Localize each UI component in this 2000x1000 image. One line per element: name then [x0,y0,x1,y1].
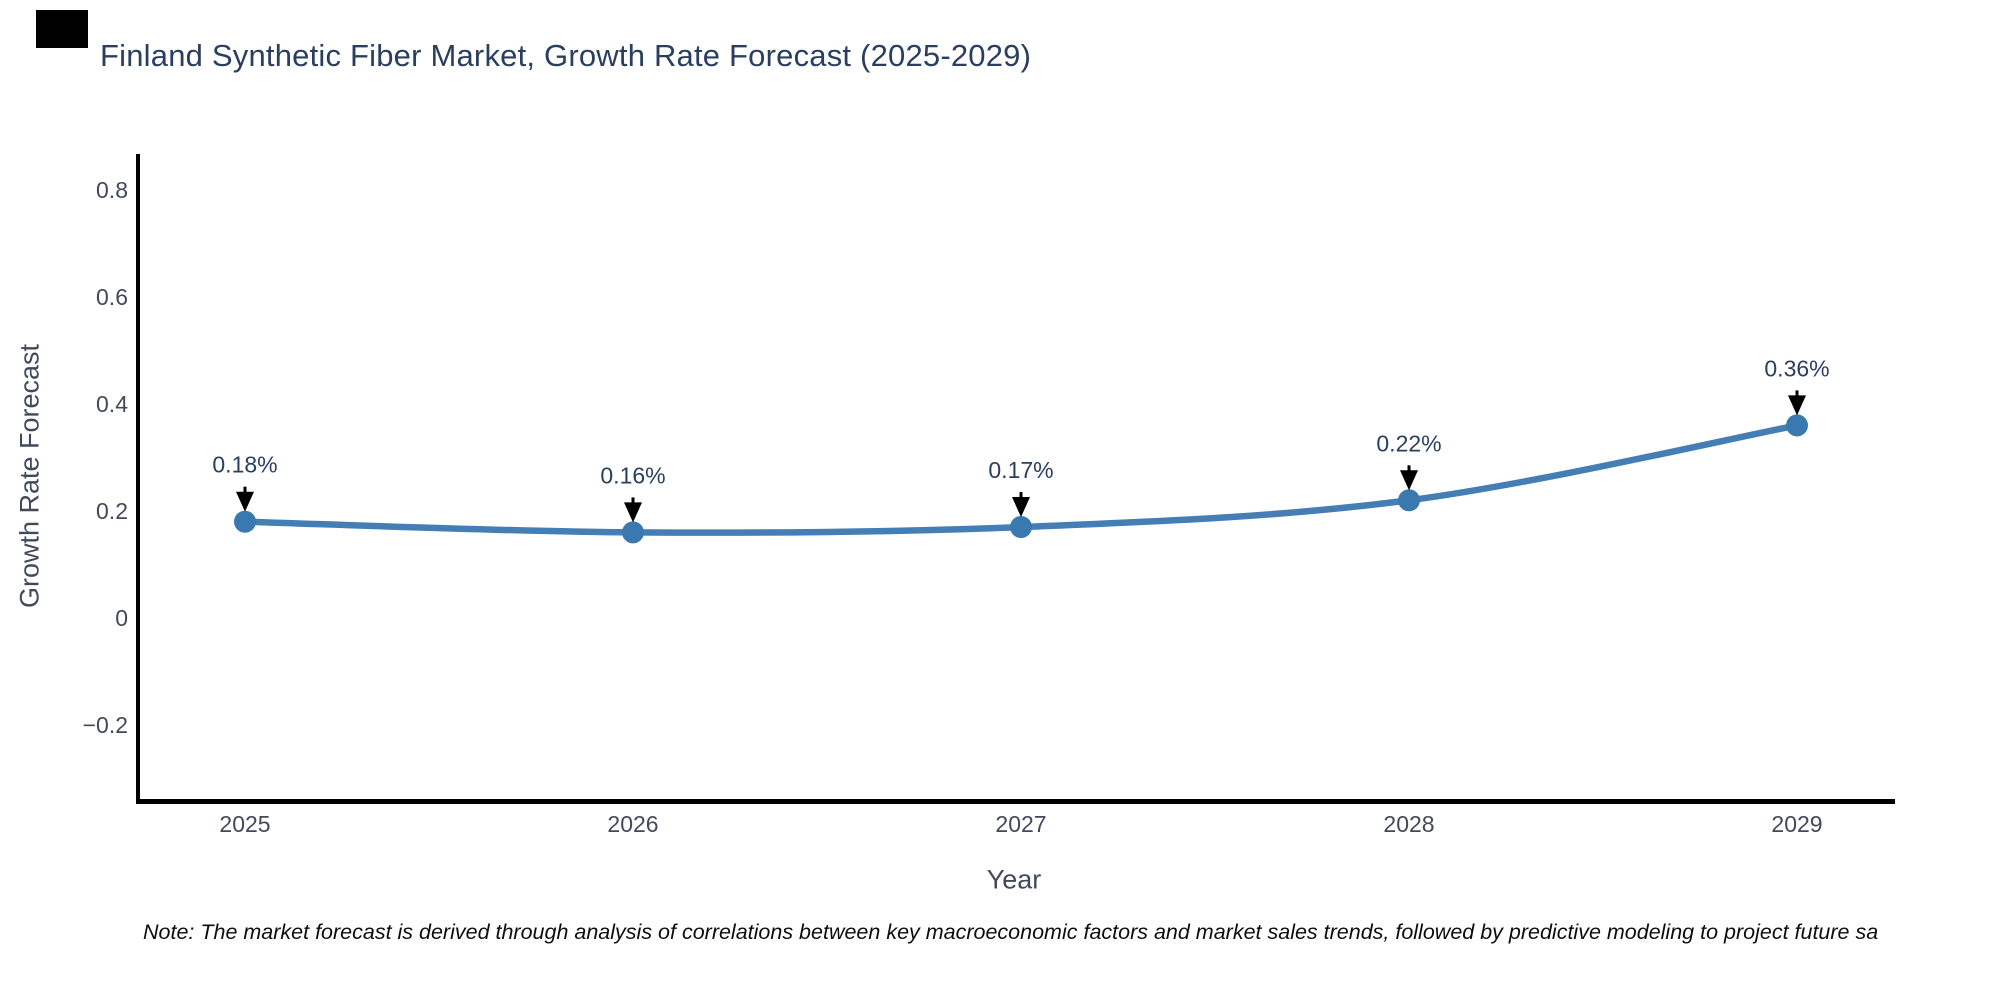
svg-text:−0.2: −0.2 [83,712,128,738]
svg-text:0: 0 [115,605,128,631]
svg-text:0.36%: 0.36% [1764,355,1829,381]
black-square-artifact [36,10,88,48]
svg-text:2028: 2028 [1383,811,1434,837]
svg-text:2026: 2026 [607,811,658,837]
svg-text:0.17%: 0.17% [988,457,1053,483]
point-annotations: 0.18% 0.16% 0.17% 0.22% 0.36% [212,355,1830,523]
x-axis-title: Year [986,864,1042,895]
svg-text:0.18%: 0.18% [212,452,277,478]
svg-text:0.6: 0.6 [96,284,128,310]
svg-text:2027: 2027 [995,811,1046,837]
svg-text:0.4: 0.4 [96,391,128,417]
svg-text:0.2: 0.2 [96,498,128,524]
chart-title: Finland Synthetic Fiber Market, Growth R… [100,38,1032,73]
svg-text:0.16%: 0.16% [600,462,665,488]
data-point-markers [234,414,1808,544]
footnote: Note: The market forecast is derived thr… [143,920,1879,944]
svg-text:0.22%: 0.22% [1376,430,1441,456]
svg-text:0.8: 0.8 [96,177,128,203]
x-axis-tick-labels: 2025 2026 2027 2028 2029 [219,811,1822,837]
y-axis-line [136,154,140,804]
svg-text:2025: 2025 [219,811,270,837]
x-axis-line [136,799,1895,804]
y-axis-tick-labels: 0.8 0.6 0.4 0.2 0 −0.2 [83,177,129,738]
svg-text:2029: 2029 [1771,811,1822,837]
